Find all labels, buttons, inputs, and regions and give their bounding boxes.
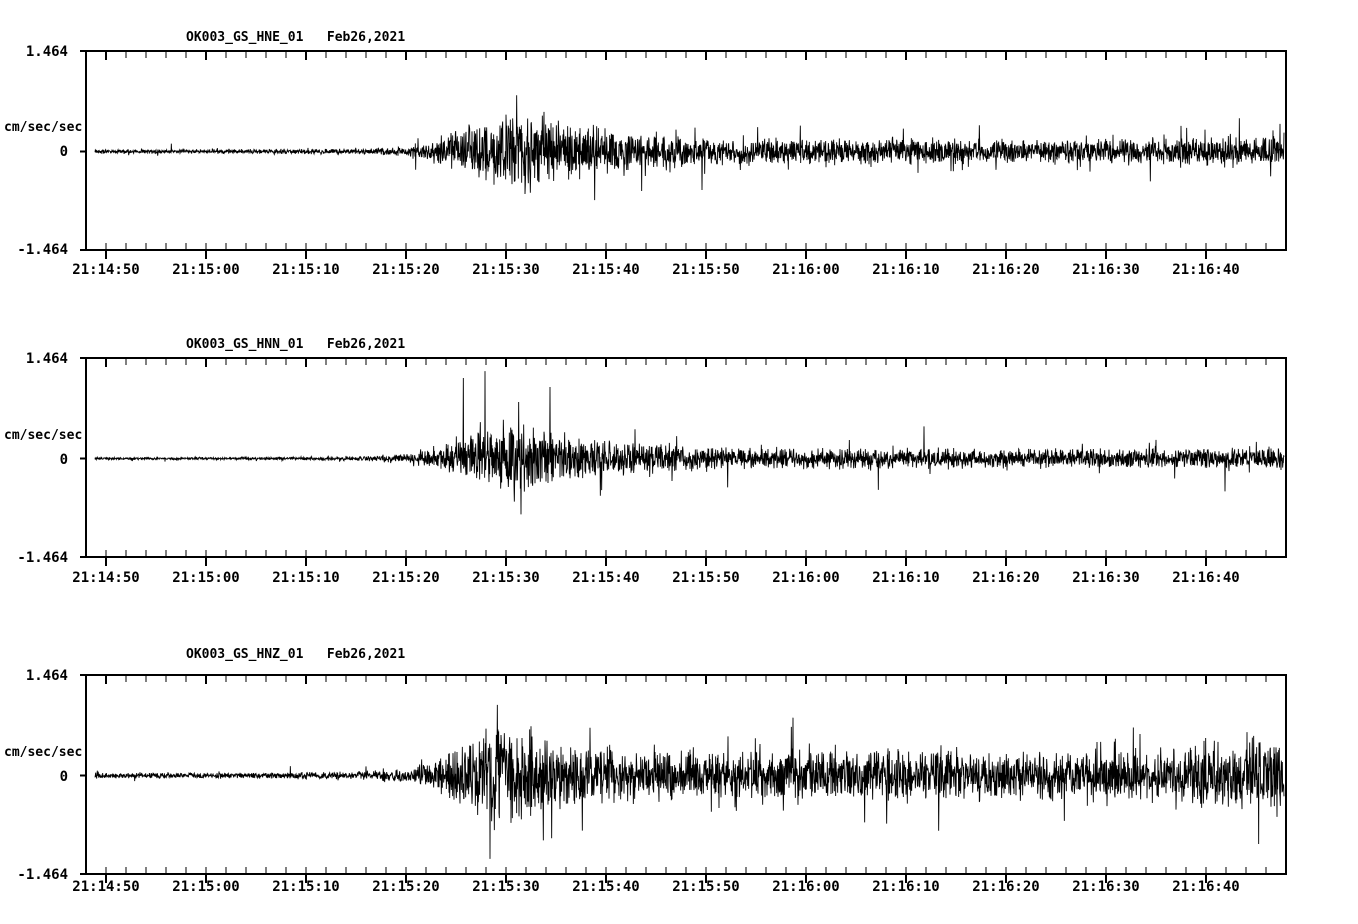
x-tick-label: 21:15:50 bbox=[672, 570, 740, 586]
x-tick-label: 21:15:40 bbox=[572, 570, 640, 586]
x-tick-label: 21:16:20 bbox=[972, 262, 1040, 278]
x-tick-label: 21:15:00 bbox=[172, 262, 240, 278]
x-tick-label: 21:16:10 bbox=[872, 262, 940, 278]
x-tick-label: 21:16:00 bbox=[772, 570, 840, 586]
x-tick-label: 21:15:20 bbox=[372, 570, 440, 586]
y-axis-unit-label-hne: cm/sec/sec bbox=[4, 120, 83, 135]
seismogram-panel-hnz: OK003_GS_HNZ_01 Feb26,2021 cm/sec/sec 1.… bbox=[0, 616, 1358, 924]
y-tick-label-min-hnn: -1.464 bbox=[17, 550, 68, 566]
x-tick-label: 21:16:40 bbox=[1172, 879, 1240, 895]
x-tick-label: 21:15:10 bbox=[272, 879, 340, 895]
y-tick-label-max-hnz: 1.464 bbox=[25, 668, 68, 684]
y-axis-unit-label-hnn: cm/sec/sec bbox=[4, 428, 83, 443]
x-tick-label: 21:14:50 bbox=[72, 262, 140, 278]
x-tick-label: 21:15:40 bbox=[572, 879, 640, 895]
x-tick-label: 21:16:30 bbox=[1072, 879, 1140, 895]
x-tick-label: 21:15:30 bbox=[472, 570, 540, 586]
panel-title-hnz: OK003_GS_HNZ_01 Feb26,2021 bbox=[186, 647, 406, 662]
y-tick-label-max-hnn: 1.464 bbox=[25, 351, 68, 367]
x-tick-label: 21:15:10 bbox=[272, 262, 340, 278]
panel-title-hnn: OK003_GS_HNN_01 Feb26,2021 bbox=[186, 337, 406, 352]
x-tick-label: 21:15:50 bbox=[672, 262, 740, 278]
x-tick-label: 21:14:50 bbox=[72, 570, 140, 586]
x-tick-label: 21:16:40 bbox=[1172, 570, 1240, 586]
x-tick-label: 21:16:30 bbox=[1072, 570, 1140, 586]
y-tick-label-max-hne: 1.464 bbox=[25, 44, 68, 60]
x-tick-label: 21:14:50 bbox=[72, 879, 140, 895]
x-tick-label: 21:16:10 bbox=[872, 879, 940, 895]
plot-area-hnz bbox=[80, 674, 1287, 883]
seismogram-panel-hnn: OK003_GS_HNN_01 Feb26,2021 cm/sec/sec 1.… bbox=[0, 307, 1358, 607]
x-tick-label: 21:16:20 bbox=[972, 570, 1040, 586]
y-tick-label-min-hnz: -1.464 bbox=[17, 867, 68, 883]
x-tick-label: 21:16:40 bbox=[1172, 262, 1240, 278]
x-tick-label: 21:15:40 bbox=[572, 262, 640, 278]
plot-area-hnn bbox=[80, 357, 1287, 566]
x-tick-label: 21:16:30 bbox=[1072, 262, 1140, 278]
x-tick-label: 21:16:00 bbox=[772, 262, 840, 278]
panel-title-hne: OK003_GS_HNE_01 Feb26,2021 bbox=[186, 30, 406, 45]
y-tick-label-zero-hnn: 0 bbox=[59, 452, 68, 468]
seismogram-panel-hne: OK003_GS_HNE_01 Feb26,2021 cm/sec/sec 1.… bbox=[0, 0, 1358, 300]
x-tick-label: 21:16:10 bbox=[872, 570, 940, 586]
y-tick-label-zero-hnz: 0 bbox=[59, 769, 68, 785]
x-tick-label: 21:15:30 bbox=[472, 879, 540, 895]
x-tick-label: 21:15:00 bbox=[172, 879, 240, 895]
x-tick-label: 21:16:00 bbox=[772, 879, 840, 895]
x-tick-label: 21:15:30 bbox=[472, 262, 540, 278]
x-tick-label: 21:15:20 bbox=[372, 879, 440, 895]
x-tick-label: 21:16:20 bbox=[972, 879, 1040, 895]
plot-area-hne bbox=[80, 50, 1287, 259]
y-axis-unit-label-hnz: cm/sec/sec bbox=[4, 745, 83, 760]
x-tick-label: 21:15:10 bbox=[272, 570, 340, 586]
x-tick-label: 21:15:20 bbox=[372, 262, 440, 278]
y-tick-label-zero-hne: 0 bbox=[59, 144, 68, 160]
x-tick-label: 21:15:00 bbox=[172, 570, 240, 586]
x-tick-label: 21:15:50 bbox=[672, 879, 740, 895]
y-tick-label-min-hne: -1.464 bbox=[17, 242, 68, 258]
